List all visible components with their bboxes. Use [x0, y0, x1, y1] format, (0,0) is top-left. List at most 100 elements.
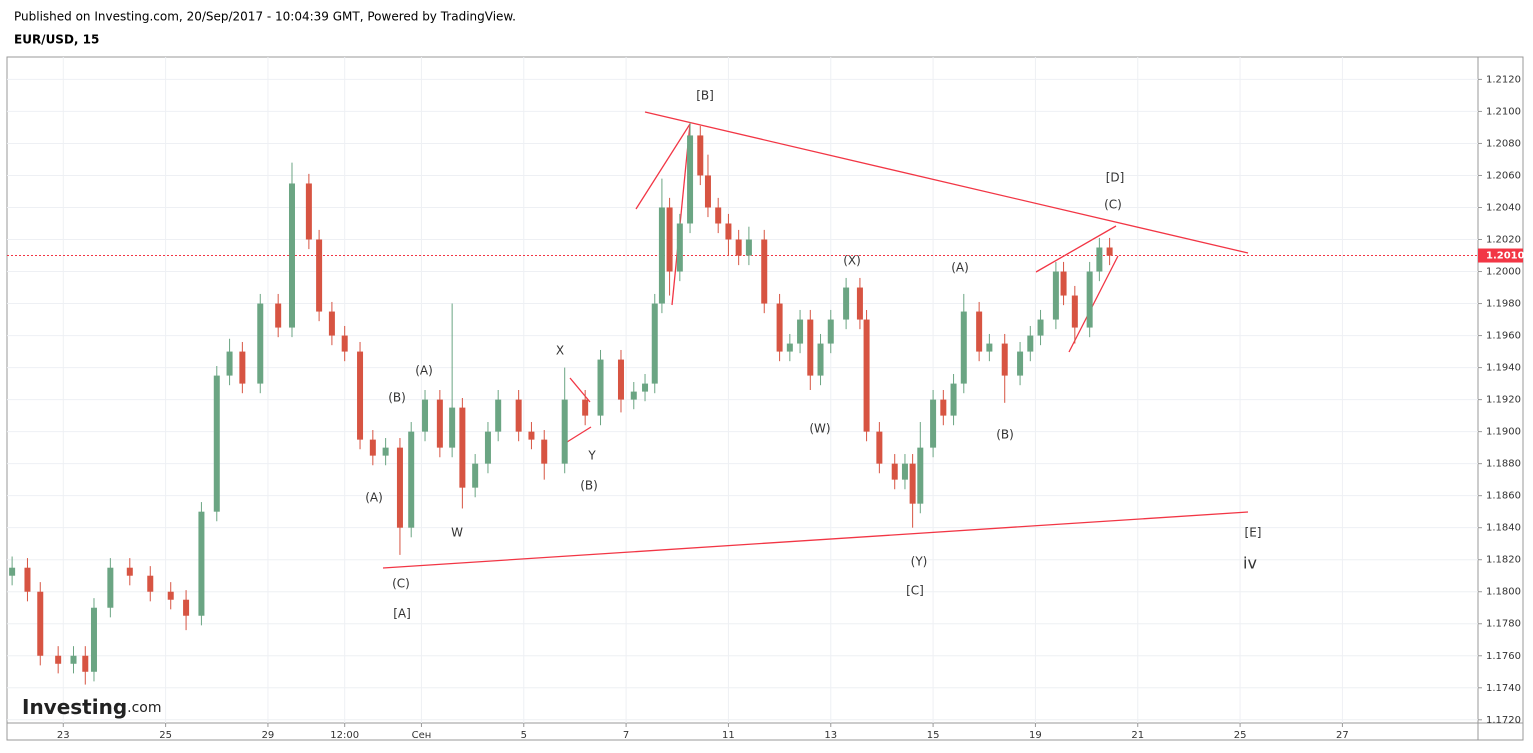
candle-body	[82, 655, 89, 672]
logo-brand: Investing	[22, 695, 127, 719]
wave-label: [A]	[393, 607, 411, 621]
published-note: Published on Investing.com, 20/Sep/2017 …	[14, 10, 516, 24]
wave-label: (X)	[843, 254, 861, 268]
candle-body	[341, 335, 348, 352]
candle-body	[917, 447, 924, 504]
candle-body	[226, 351, 233, 376]
candle-body	[382, 447, 389, 456]
candle-body	[960, 311, 967, 384]
symbol: EUR/USD, 15	[14, 33, 99, 47]
candle-body	[876, 431, 883, 464]
candle-body	[676, 223, 683, 272]
candle-body	[658, 207, 665, 304]
wave-label: (A)	[365, 491, 383, 505]
candle-body	[687, 135, 694, 224]
candle-body	[725, 223, 732, 240]
candle-body	[24, 567, 31, 592]
wave-label: Y	[587, 449, 596, 463]
candle-body	[1037, 319, 1044, 336]
wave-label: (W)	[809, 422, 830, 436]
trend-line	[382, 511, 1249, 569]
candle-body	[1071, 295, 1078, 328]
x-tick-label: 13	[824, 730, 837, 741]
y-tick-label: 1.1860	[1486, 491, 1521, 502]
candle-body	[9, 567, 16, 576]
wave-label: [D]	[1106, 171, 1125, 185]
y-tick-label: 1.1880	[1486, 459, 1521, 470]
logo-suffix: .com	[127, 700, 161, 716]
candle-body	[817, 343, 824, 376]
y-tick-label: 1.1760	[1486, 651, 1521, 662]
trend-line	[566, 426, 592, 443]
candle-body	[1096, 247, 1103, 272]
wave-label: X	[556, 344, 564, 358]
wave-label: [B]	[696, 89, 714, 103]
candle-body	[597, 359, 604, 416]
candle-body	[986, 343, 993, 352]
wave-label: (B)	[580, 479, 598, 493]
candle-body	[642, 383, 649, 392]
candle-body	[735, 239, 742, 256]
candle-body	[126, 567, 133, 576]
wave-label: [E]	[1245, 526, 1262, 540]
candle-body	[630, 391, 637, 400]
candle-body	[316, 239, 323, 312]
candle-body	[909, 463, 916, 504]
candle-body	[930, 399, 937, 448]
candle-body	[807, 319, 814, 376]
x-tick-label: 12:00	[330, 730, 359, 741]
candle-body	[786, 343, 793, 352]
candle-body	[288, 183, 295, 328]
y-tick-label: 1.1740	[1486, 683, 1521, 694]
candle-body	[107, 567, 114, 608]
wave-label: W	[451, 526, 463, 540]
y-tick-label: 1.2020	[1486, 235, 1521, 246]
y-tick-label: 1.2120	[1486, 74, 1521, 85]
y-tick-label: 1.1980	[1486, 299, 1521, 310]
candle-body	[167, 591, 174, 600]
candle-body	[213, 375, 220, 512]
y-tick-label: 1.2100	[1486, 106, 1521, 117]
candle-body	[976, 311, 983, 352]
candle-body	[827, 319, 834, 344]
x-tick-label: 15	[927, 730, 940, 741]
y-tick-label: 1.1920	[1486, 395, 1521, 406]
y-tick-label: 1.1940	[1486, 363, 1521, 374]
candle-body	[704, 175, 711, 208]
candle-body	[666, 207, 673, 272]
candle-body	[459, 407, 466, 488]
candle-body	[239, 351, 246, 384]
candle-body	[843, 287, 850, 320]
candle-body	[745, 239, 752, 256]
candle-body	[90, 607, 97, 672]
candle-body	[891, 463, 898, 480]
wave-label: (B)	[388, 391, 406, 405]
candle-body	[357, 351, 364, 440]
candle-body	[1052, 271, 1059, 320]
candle-body	[1027, 335, 1034, 352]
wave-label: (Y)	[911, 555, 928, 569]
y-tick-label: 1.2000	[1486, 267, 1521, 278]
wave-label: (A)	[415, 364, 433, 378]
x-tick-label: 29	[262, 730, 275, 741]
x-tick-label: 21	[1131, 730, 1144, 741]
candle-body	[436, 399, 443, 448]
y-tick-label: 1.1720	[1486, 715, 1521, 726]
candle-body	[328, 311, 335, 336]
candle-body	[901, 463, 908, 480]
x-tick-label: 25	[159, 730, 172, 741]
wave-label: (C)	[1104, 198, 1122, 212]
candle-body	[369, 439, 376, 456]
candle-body	[1086, 271, 1093, 328]
x-tick-label: 7	[623, 730, 629, 741]
x-tick-label: 23	[57, 730, 70, 741]
candle-body	[1017, 351, 1024, 376]
x-tick-label: 19	[1029, 730, 1042, 741]
candle-body	[582, 399, 589, 416]
x-tick-label: Сен	[412, 730, 432, 741]
candle-body	[617, 359, 624, 400]
candle-body	[715, 207, 722, 224]
candle-body	[472, 463, 479, 488]
